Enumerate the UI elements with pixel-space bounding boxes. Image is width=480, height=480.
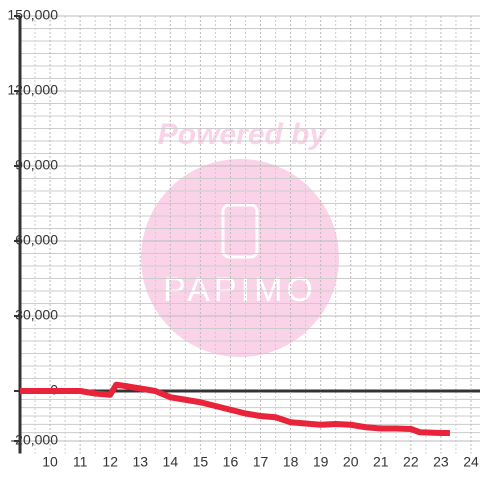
x-tick-label: 22 [403,454,419,470]
x-tick-label: 17 [253,454,269,470]
x-tick-label: 19 [313,454,329,470]
x-tick-label: 13 [132,454,148,470]
y-tick-label: 150,000 [7,7,58,23]
x-tick-label: 14 [163,454,179,470]
x-tick-label: 11 [73,454,88,470]
x-tick-label: 24 [463,454,479,470]
watermark-logo: PAPIMO [163,271,317,309]
x-tick-label: 23 [433,454,449,470]
x-tick-label: 20 [343,454,359,470]
watermark-icon [221,203,259,259]
y-tick-label: 60,000 [15,232,58,248]
x-tick-label: 21 [373,454,389,470]
y-tick-label: 90,000 [15,157,58,173]
line-series [20,381,450,436]
x-tick-label: 15 [193,454,209,470]
x-tick-label: 16 [223,454,239,470]
x-tick-label: 12 [102,454,118,470]
watermark-text: Powered by [158,118,328,151]
y-tick-label: 120,000 [7,82,58,98]
x-tick-label: 10 [42,454,58,470]
x-tick-label: 18 [283,454,299,470]
y-tick-label: -20,000 [11,432,59,448]
y-tick-label: 30,000 [15,307,58,323]
